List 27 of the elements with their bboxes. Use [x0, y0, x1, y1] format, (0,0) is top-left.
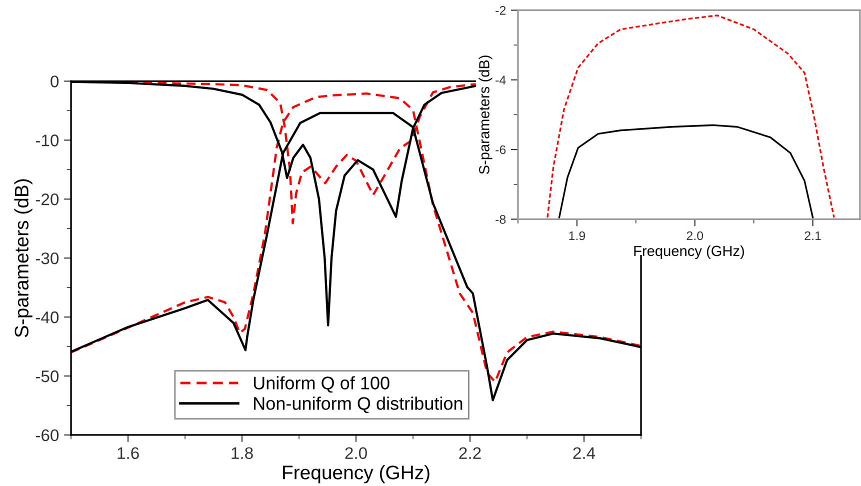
legend-label: Non-uniform Q distribution: [254, 396, 462, 414]
y-tick-label: 0: [50, 76, 59, 88]
y-tick-label: -2: [496, 6, 506, 15]
x-tick-label: 2.1: [804, 231, 821, 240]
y-axis-title: S-parameters (dB): [478, 56, 492, 174]
x-tick-label: 1.6: [118, 447, 139, 460]
y-tick-label: -50: [36, 370, 59, 382]
x-tick-label: 2.4: [573, 447, 596, 459]
x-tick-label: 1.8: [232, 447, 253, 460]
y-axis-title: S-parameters (dB): [14, 179, 32, 338]
x-tick-label: 1.9: [569, 231, 586, 240]
y-tick-label: -30: [36, 252, 59, 264]
x-tick-label: 2.0: [345, 447, 367, 460]
y-tick-label: -6: [496, 145, 506, 154]
y-tick-label: -60: [36, 429, 59, 442]
y-tick-label: -10: [36, 134, 59, 146]
y-tick-label: -8: [496, 214, 506, 224]
y-tick-label: -20: [36, 194, 59, 206]
line-series: [546, 14, 835, 218]
legend-label: Uniform Q of 100: [254, 376, 390, 393]
y-tick-label: -4: [496, 76, 506, 84]
x-tick-label: 2.2: [459, 447, 481, 459]
line-series: [558, 124, 814, 218]
x-axis-title: Frequency (GHz): [634, 245, 744, 260]
x-axis-title: Frequency (GHz): [283, 465, 430, 484]
y-tick-label: -40: [36, 311, 59, 324]
x-tick-label: 2.0: [686, 231, 704, 240]
